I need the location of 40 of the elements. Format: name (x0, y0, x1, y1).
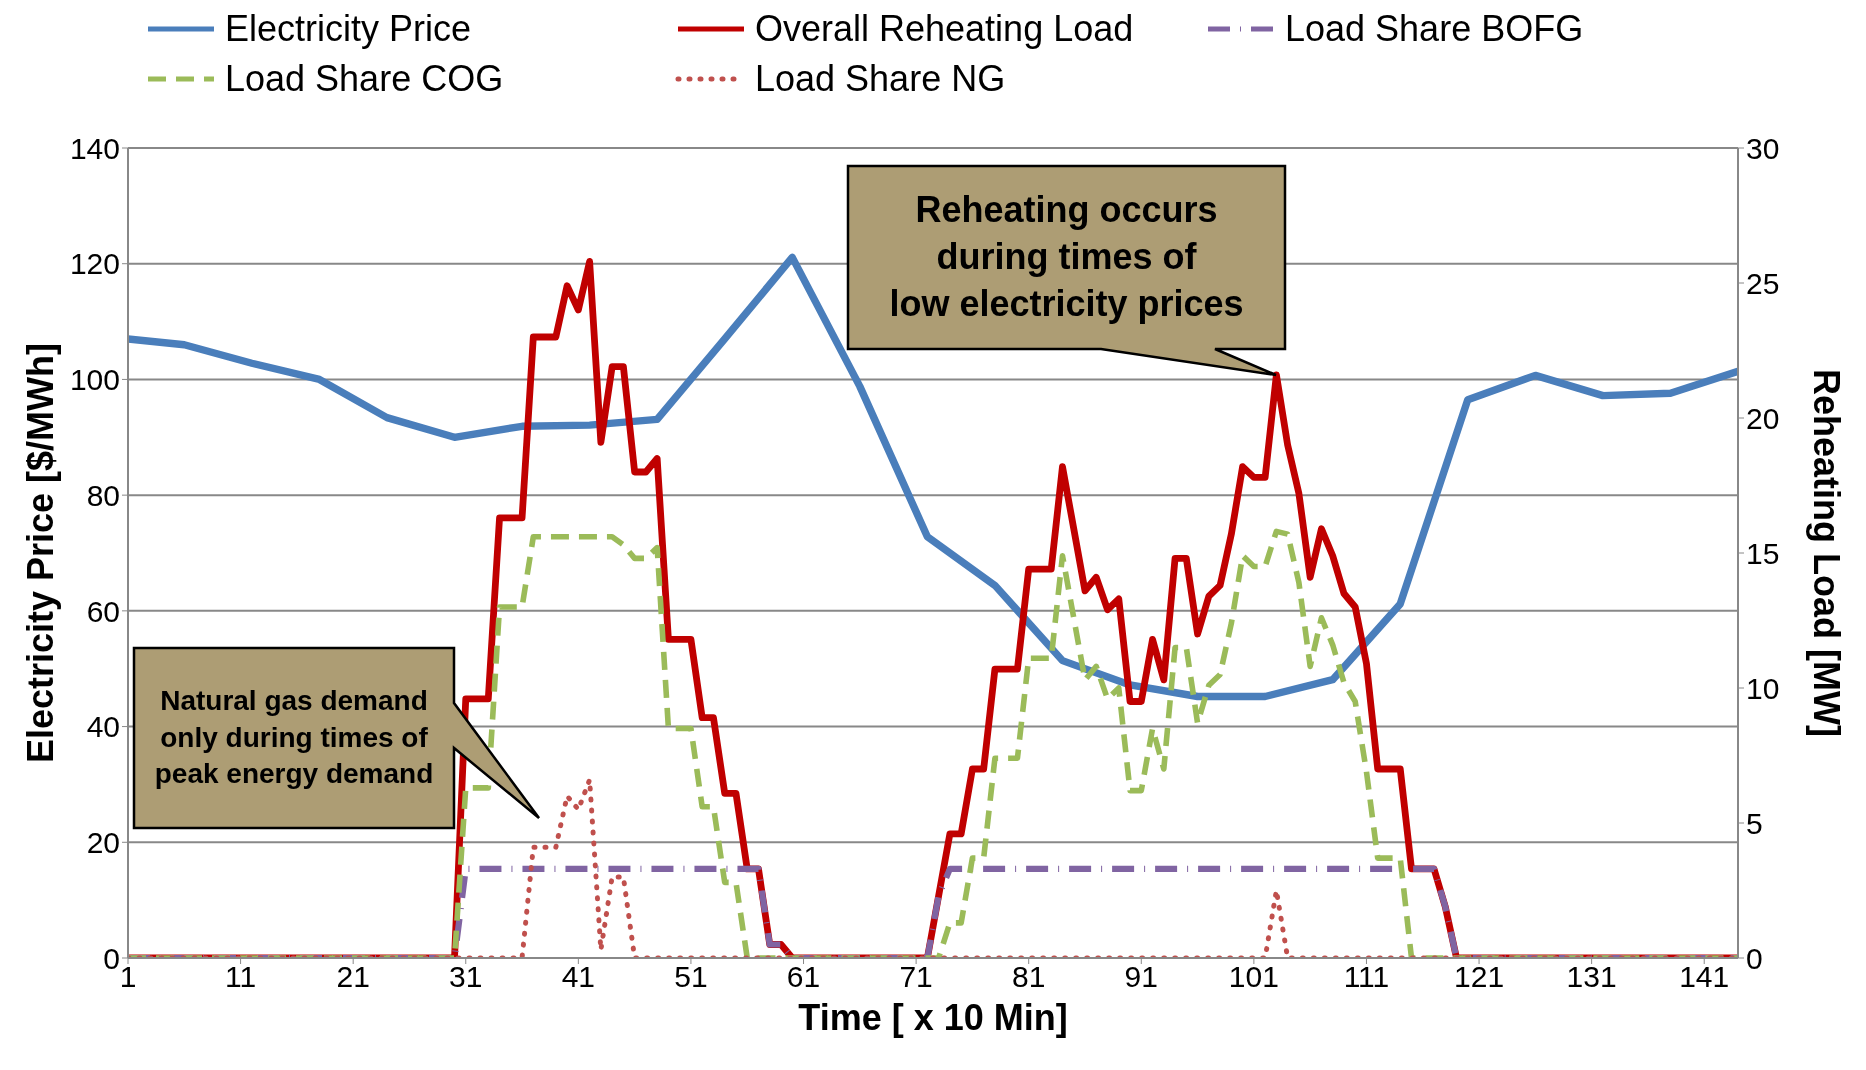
x-tick-label: 131 (1566, 960, 1617, 994)
x-tick-label: 51 (674, 960, 708, 994)
x-tick-label: 61 (786, 960, 821, 994)
legend-label: Load Share COG (225, 58, 504, 100)
y-tick-label: 60 (86, 594, 120, 628)
y2-axis-title: Reheating Load [MW] (1805, 369, 1847, 737)
x-tick-label: 101 (1228, 960, 1279, 994)
x-tick-label: 141 (1679, 960, 1730, 994)
y-axis-title: Electricity Price [$/MWh] (19, 342, 61, 764)
y2-tick-label: 30 (1746, 131, 1780, 165)
y-tick-label: 80 (86, 478, 120, 512)
y-tick-label: 40 (86, 710, 120, 744)
annotation: Natural gas demand only during times of peak energy demand (153, 684, 435, 792)
y-tick-label: 100 (69, 363, 120, 397)
x-tick-label: 111 (1343, 960, 1390, 994)
x-tick-label: 71 (899, 960, 933, 994)
legend-label: Overall Reheating Load (755, 8, 1134, 50)
y2-tick-label: 0 (1746, 941, 1763, 975)
x-tick-label: 11 (225, 960, 257, 994)
x-tick-label: 21 (336, 960, 370, 994)
y-tick-label: 120 (69, 247, 120, 281)
y2-tick-label: 15 (1746, 536, 1780, 570)
y2-tick-label: 20 (1746, 401, 1780, 435)
legend-label: Load Share BOFG (1285, 8, 1584, 50)
y-tick-label: 140 (69, 131, 120, 165)
x-tick-label: 91 (1124, 960, 1158, 994)
x-tick-label: 41 (561, 960, 596, 994)
y-tick-label: 0 (103, 941, 120, 975)
x-axis-title: Time [ x 10 Min] (798, 997, 1068, 1038)
legend-label: Electricity Price (225, 8, 472, 50)
x-tick-label: 31 (449, 960, 483, 994)
legend-label: Load Share NG (755, 58, 1006, 100)
x-tick-label: 81 (1012, 960, 1046, 994)
y-tick-label: 20 (86, 825, 120, 859)
y2-tick-label: 5 (1746, 806, 1763, 840)
x-tick-label: 121 (1454, 960, 1505, 994)
x-tick-label: 1 (119, 960, 137, 994)
annotation: Reheating occurs during times of low electricity prices (888, 188, 1245, 326)
y2-tick-label: 10 (1746, 671, 1780, 705)
y2-tick-label: 25 (1746, 266, 1780, 300)
